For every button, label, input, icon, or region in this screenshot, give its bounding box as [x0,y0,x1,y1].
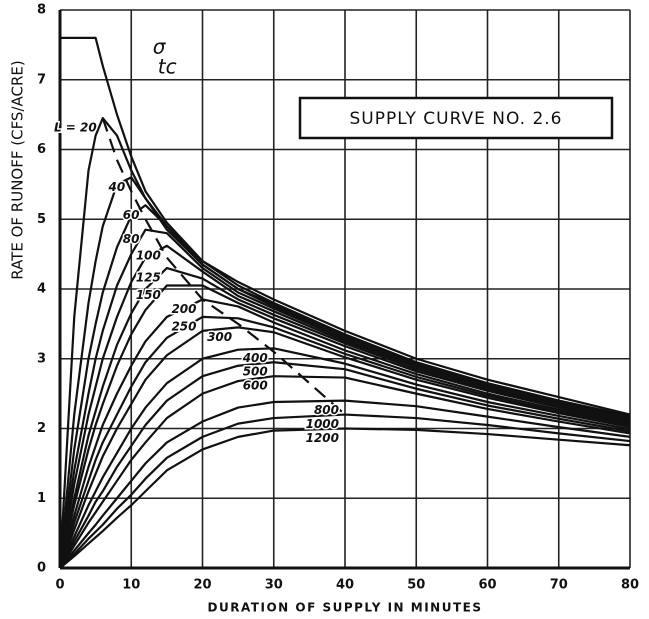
curve [58,326,631,569]
x-tick-label: 70 [550,578,568,593]
y-tick-label: 0 [37,561,46,576]
series-label: 600 [243,379,268,393]
series-label: 250 [171,319,196,333]
x-axis-label: DURATION OF SUPPLY IN MINUTES [208,601,483,615]
series-label: 200 [171,302,196,316]
series-label: 80 [123,232,140,246]
series-label: 40 [108,180,126,194]
y-tick-label: 3 [37,351,46,366]
y-tick-label: 2 [37,421,46,436]
x-tick-label: 20 [193,578,211,593]
curve [59,413,631,569]
curve [58,315,631,569]
y-tick-label: 7 [37,72,46,87]
y-tick-label: 5 [37,212,46,227]
curve [58,266,631,569]
series-label: 400 [242,351,268,365]
series-label: 1000 [306,417,339,431]
x-tick-label: 60 [478,578,496,593]
y-tick-label: 1 [37,491,46,506]
curve [59,427,631,569]
x-tick-label: 10 [122,578,140,593]
series-label: 800 [314,403,339,417]
curve [58,347,631,569]
curve [58,298,631,569]
series-label: 1200 [306,431,339,445]
series-label: L = 20 [54,121,97,135]
curve [58,204,631,569]
curve [58,228,631,569]
series-label: 300 [207,330,232,344]
x-tick-label: 80 [621,578,639,593]
y-tick-label: 6 [37,142,46,157]
x-tick-label: 30 [265,578,283,593]
curve [58,284,631,569]
curve [59,375,631,569]
curve [59,361,631,569]
x-tick-label: 50 [407,578,425,593]
y-axis-label: RATE OF RUNOFF (CFS/ACRE) [9,60,27,279]
y-tick-label: 8 [37,3,46,18]
x-tick-label: 40 [336,578,354,593]
series-label: 150 [136,288,161,302]
x-tick-label: 0 [55,578,64,593]
series-label: σ [153,34,167,58]
series-label: 100 [136,248,161,262]
series-label: 500 [243,365,268,379]
chart-title: SUPPLY CURVE NO. 2.6 [350,109,563,129]
series-label: tc [158,55,177,79]
series-label: 60 [123,208,140,222]
curve [59,399,631,569]
curve [101,117,346,416]
curve [60,36,631,416]
title-box [298,96,614,140]
curve [58,244,631,569]
series-label: 125 [136,271,161,285]
y-tick-label: 4 [37,282,46,297]
